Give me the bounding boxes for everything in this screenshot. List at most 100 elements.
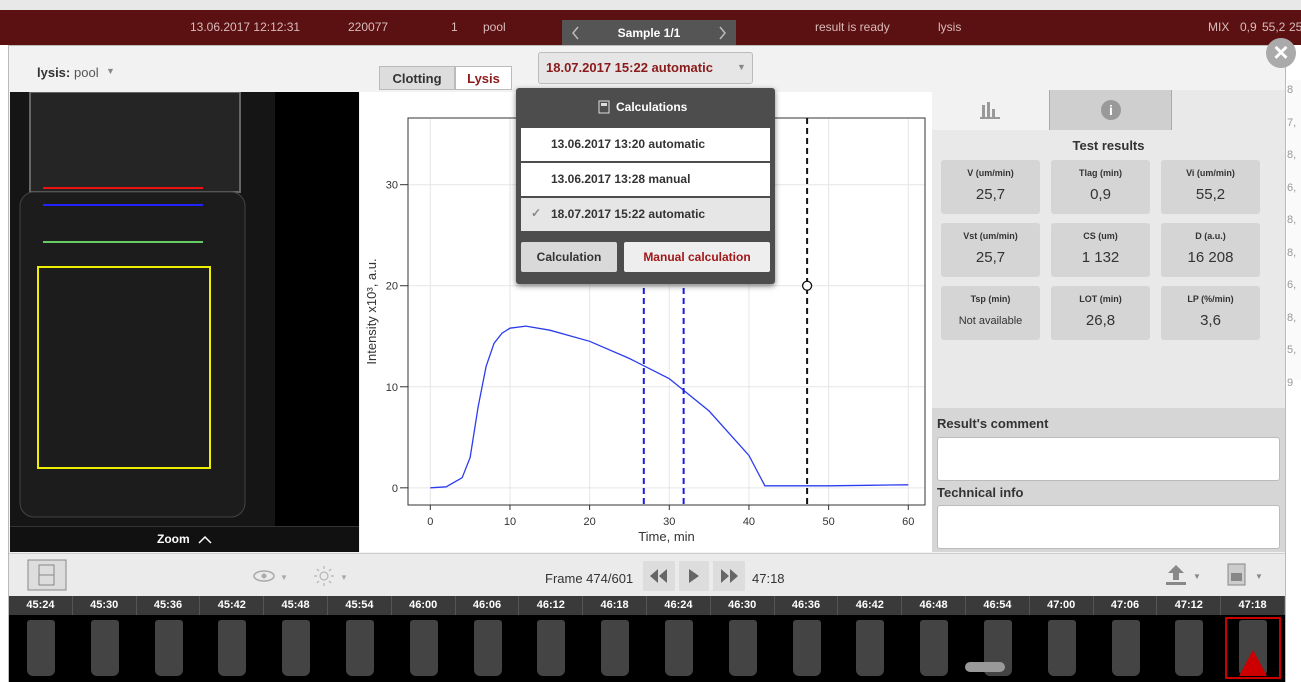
- info-icon: i: [1101, 100, 1121, 120]
- frame-thumbnail[interactable]: [26, 620, 55, 676]
- sample-switch[interactable]: [562, 20, 736, 45]
- frame-thumbnail[interactable]: [856, 620, 885, 676]
- frame-thumbnail[interactable]: [1047, 620, 1076, 676]
- result-label: D (a.u.): [1195, 231, 1226, 241]
- technical-label: Technical info: [937, 485, 1024, 500]
- value: 0,9: [1240, 20, 1257, 34]
- calculation-select-label: 18.07.2017 15:22 automatic: [546, 60, 713, 75]
- timeline-label: 45:48: [264, 596, 328, 615]
- result-value: 3,6: [1200, 312, 1221, 329]
- y-tick-label: 10: [386, 382, 398, 394]
- background-value: 8,: [1287, 214, 1297, 226]
- result-cell: Tlag (min) 0,9: [1051, 160, 1150, 214]
- mode: lysis: [938, 20, 962, 34]
- svg-text:▼: ▼: [280, 573, 288, 582]
- background-value: 8,: [1287, 246, 1297, 259]
- result-cell: LP (%/min) 3,6: [1161, 286, 1260, 340]
- bar-chart-icon: [980, 102, 1000, 119]
- value: 25,: [1289, 20, 1301, 34]
- frame-thumbnail[interactable]: [345, 620, 374, 676]
- x-tick-label: 30: [663, 516, 675, 528]
- x-tick-label: 50: [822, 516, 834, 528]
- tab-selected[interactable]: Lysis: [455, 66, 512, 90]
- frame-thumbnail[interactable]: [792, 620, 821, 676]
- zoom-bar[interactable]: [10, 526, 359, 552]
- player-buttons[interactable]: [643, 561, 747, 591]
- frame-thumbnail[interactable]: [282, 620, 311, 676]
- marker-point: [801, 280, 813, 291]
- sample-number: 1: [451, 20, 458, 34]
- status: result is ready: [815, 20, 890, 34]
- y-tick-label: 30: [386, 180, 398, 192]
- svg-text:▼: ▼: [340, 573, 348, 582]
- calculation-item[interactable]: 13.06.2017 13:20 automatic: [521, 128, 770, 161]
- timeline-label: 46:48: [902, 596, 966, 615]
- background-value: 7,: [1287, 116, 1297, 129]
- result-cell: LOT (min) 26,8: [1051, 286, 1150, 340]
- result-label: Tsp (min): [970, 294, 1011, 304]
- dropdown-arrow: ▼: [106, 66, 115, 76]
- timeline-label: 46:36: [774, 596, 839, 615]
- result-cell: Tsp (min) Not available: [941, 286, 1040, 340]
- mode-value[interactable]: pool: [74, 65, 99, 80]
- calculation-select[interactable]: [538, 52, 753, 84]
- timeline-label: 46:12: [519, 596, 584, 615]
- timeline-label: 46:06: [455, 596, 520, 615]
- dropdown-arrow: ▼: [737, 62, 746, 72]
- tab[interactable]: Clotting: [379, 66, 455, 90]
- frame-thumbnail[interactable]: [537, 620, 566, 676]
- result-cell: V (um/min) 25,7: [941, 160, 1040, 214]
- view-icons[interactable]: ▼ ▼: [252, 565, 362, 587]
- background-value: 8,: [1287, 311, 1297, 324]
- frame-thumbnail[interactable]: [218, 620, 247, 676]
- timeline-label: 46:54: [966, 596, 1030, 615]
- result-label: Vi (um/min): [1186, 168, 1235, 178]
- calculation-item[interactable]: 13.06.2017 13:28 manual: [521, 163, 770, 196]
- sample-id: 220077: [348, 20, 389, 34]
- background-value: 9: [1287, 376, 1294, 389]
- calculation-item[interactable]: ✓ 18.07.2017 15:22 automatic: [521, 198, 770, 231]
- date: 13.06.2017 12:12:31: [190, 20, 301, 34]
- time-label: 47:18: [752, 571, 785, 586]
- frame-thumbnail[interactable]: [90, 620, 119, 676]
- y-axis-label: Intensity x10³, a.u.: [364, 258, 379, 364]
- frame-thumbnail[interactable]: [728, 620, 757, 676]
- curve: [430, 325, 909, 489]
- comment-input[interactable]: [937, 437, 1280, 481]
- value: 55,2: [1262, 20, 1286, 34]
- frame-thumbnail[interactable]: [1111, 620, 1140, 676]
- frame-thumbnail[interactable]: [1175, 620, 1204, 676]
- result-value: 25,7: [975, 186, 1006, 203]
- x-axis-label: Time, min: [638, 529, 695, 544]
- result-label: Vst (um/min): [963, 231, 1018, 241]
- timeline: 45:24 45:30 45:36 45:42 45:48 45:54 46:00 46:06…: [9, 596, 1285, 682]
- result-value: 0,9: [1090, 186, 1111, 203]
- manual-calculation-button[interactable]: Manual calculation: [624, 242, 770, 272]
- timeline-label: 45:30: [72, 596, 137, 615]
- calculation-button[interactable]: Calculation: [521, 242, 617, 272]
- timeline-label: 45:42: [200, 596, 265, 615]
- frame-thumbnail[interactable]: [473, 620, 502, 676]
- frame-thumbnail[interactable]: [409, 620, 438, 676]
- calculations-dropdown: Calculations Calculation Manual calculat…: [516, 88, 775, 284]
- sample-arrows: [572, 26, 726, 40]
- chart-tab[interactable]: [932, 90, 1050, 130]
- marker-triangle: [1239, 650, 1268, 676]
- frame-thumbnail[interactable]: [601, 620, 630, 676]
- timeline-label: 45:24: [9, 596, 73, 615]
- layout-button[interactable]: [27, 559, 67, 591]
- x-tick-label: 0: [427, 516, 433, 528]
- export-icons[interactable]: ▼ ▼: [1163, 561, 1273, 589]
- result-value: 26,8: [1085, 312, 1116, 329]
- svg-text:▼: ▼: [1255, 572, 1263, 581]
- frame-thumbnail[interactable]: [920, 620, 949, 676]
- close-button[interactable]: ×: [1266, 38, 1296, 68]
- frame-thumbnail[interactable]: [664, 620, 693, 676]
- result-value: Not available: [958, 315, 1023, 327]
- zoom-icon: [198, 535, 212, 544]
- technical-input[interactable]: [937, 505, 1280, 549]
- frame-thumbnail[interactable]: [154, 620, 183, 676]
- background-value: 6,: [1287, 181, 1297, 194]
- comment-label: Result's comment: [937, 416, 1049, 431]
